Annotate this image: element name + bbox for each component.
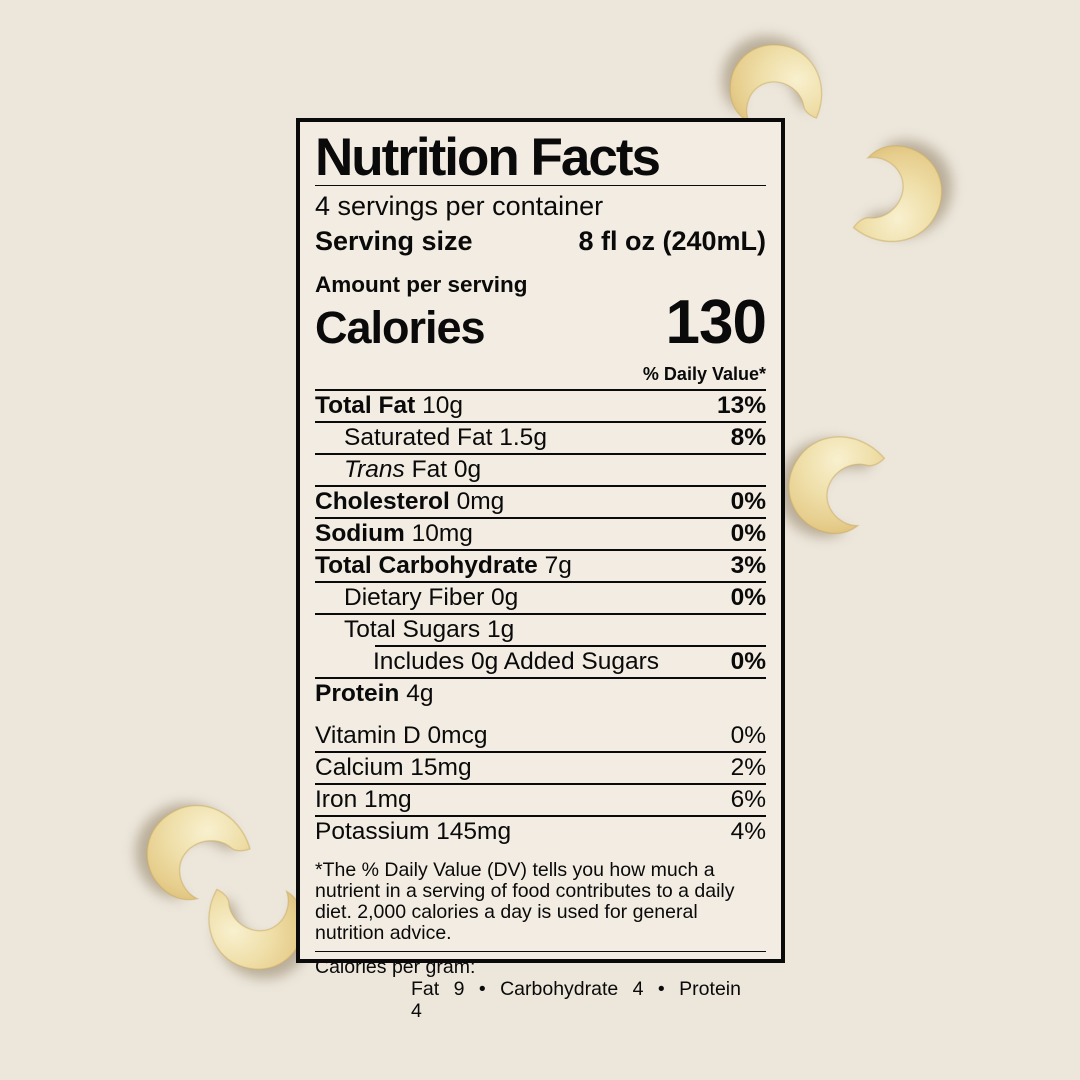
nutrient-row: Vitamin D 0mcg 0% <box>315 721 766 751</box>
divider <box>315 950 766 952</box>
nutrient-row: Includes 0g Added Sugars 0% <box>315 647 766 677</box>
nutrient-daily-value: 4% <box>730 818 766 846</box>
divider <box>315 580 766 583</box>
daily-value-header: % Daily Value* <box>642 363 766 384</box>
nutrient-name: Dietary Fiber 0g <box>344 584 519 612</box>
divider <box>315 388 766 391</box>
divider <box>315 676 766 679</box>
nutrient-row: Trans Fat 0g <box>315 455 766 485</box>
nutrient-name: Calcium 15mg <box>315 754 472 782</box>
divider <box>315 484 766 487</box>
calories-label: Calories <box>315 301 486 353</box>
nutrient-daily-value: 0% <box>730 520 766 548</box>
divider <box>315 750 766 753</box>
nutrient-row: Calcium 15mg 2% <box>315 753 766 783</box>
nutrient-name: Vitamin D 0mcg <box>315 722 488 750</box>
nutrient-name: Iron 1mg <box>315 786 412 814</box>
amount-per-serving-label: Amount per serving <box>315 271 528 297</box>
nutrient-daily-value: 6% <box>730 786 766 814</box>
calories-row: Calories 130 <box>315 287 767 357</box>
divider <box>315 612 766 615</box>
nutrient-row: Iron 1mg 6% <box>315 785 766 815</box>
nutrient-row: Dietary Fiber 0g 0% <box>315 583 766 613</box>
calories-value: 130 <box>665 287 767 357</box>
nutrient-name: Sodium 10mg <box>315 520 473 548</box>
divider <box>315 420 766 423</box>
divider <box>375 644 766 647</box>
nutrient-daily-value: 0% <box>730 648 766 676</box>
nutrient-row: Total Carbohydrate 7g 3% <box>315 551 766 581</box>
nutrient-name: Includes 0g Added Sugars <box>373 648 660 676</box>
nutrient-name: Protein 4g <box>315 680 434 708</box>
nutrient-name: Saturated Fat 1.5g <box>344 424 547 452</box>
nutrient-name: Potassium 145mg <box>315 818 512 846</box>
nutrient-row: Sodium 10mg 0% <box>315 519 766 549</box>
nutrient-daily-value: 0% <box>730 584 766 612</box>
nutrient-row: Saturated Fat 1.5g 8% <box>315 423 766 453</box>
nutrient-name: Total Carbohydrate 7g <box>315 552 572 580</box>
nutrient-daily-value: 13% <box>716 392 766 420</box>
nutrient-row: Protein 4g <box>315 679 766 709</box>
serving-size-row: Serving size 8 fl oz (240mL) <box>315 225 766 259</box>
divider <box>315 516 766 519</box>
divider <box>315 452 766 455</box>
servings-per-container: 4 servings per container <box>315 191 604 222</box>
divider <box>315 185 766 187</box>
nutrient-row: Total Sugars 1g <box>315 615 766 645</box>
divider <box>315 548 766 551</box>
cashew-nut <box>837 132 958 260</box>
nutrient-daily-value: 3% <box>730 552 766 580</box>
divider <box>315 814 766 817</box>
nutrition-facts-label: Nutrition Facts 4 servings per container… <box>296 118 785 1022</box>
nutrient-daily-value: 2% <box>730 754 766 782</box>
daily-value-footnote: *The % Daily Value (DV) tells you how mu… <box>315 858 735 944</box>
calories-per-gram-values: Fat 9 • Carbohydrate 4 • Protein 4 <box>411 977 741 1022</box>
nutrient-row: Cholesterol 0mg 0% <box>315 487 766 517</box>
nutrient-daily-value: 8% <box>730 424 766 452</box>
nutrient-rows-section: Total Fat 10g 13% Saturated Fat 1.5g 8% Tran… <box>315 391 766 709</box>
vitamin-rows-section: Vitamin D 0mcg 0% Calcium 15mg 2% Iron 1mg 6%… <box>315 721 766 847</box>
nutrient-daily-value: 0% <box>730 488 766 516</box>
serving-size-value: 8 fl oz (240mL) <box>578 225 766 256</box>
nutrient-row: Potassium 145mg 4% <box>315 817 766 847</box>
calories-per-gram-label: Calories per gram: <box>315 955 476 978</box>
label-title: Nutrition Facts <box>315 128 661 187</box>
divider <box>315 782 766 785</box>
serving-size-label: Serving size <box>315 225 473 256</box>
nutrient-name: Cholesterol 0mg <box>315 488 505 516</box>
nutrient-name: Total Sugars 1g <box>344 616 515 644</box>
nutrient-row: Total Fat 10g 13% <box>315 391 766 421</box>
nutrient-name: Total Fat 10g <box>315 392 463 420</box>
nutrient-name: Trans Fat 0g <box>344 456 482 484</box>
nutrient-daily-value: 0% <box>730 722 766 750</box>
